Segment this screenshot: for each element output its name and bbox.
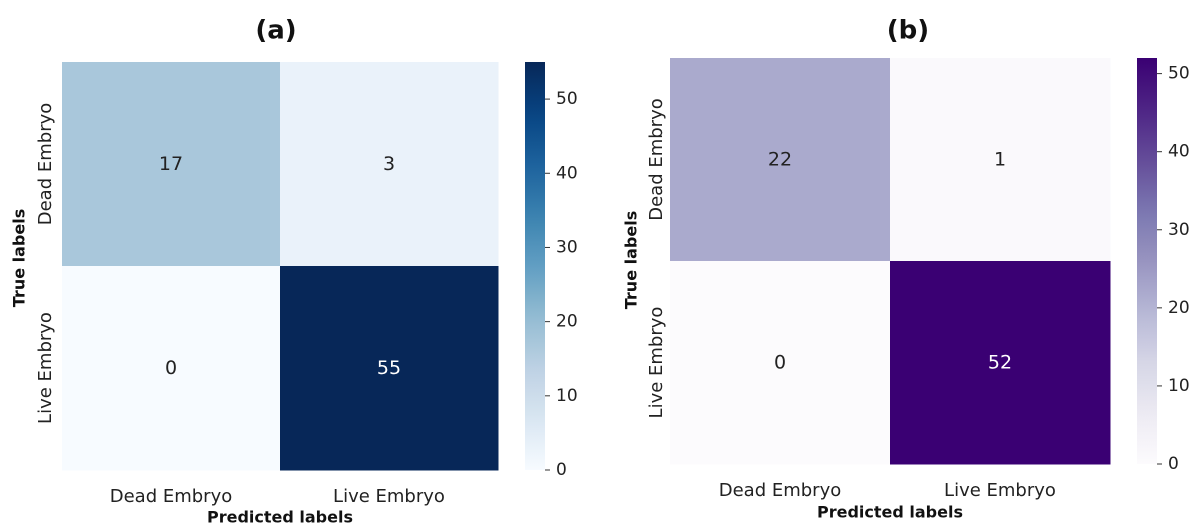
colorbar-tick-label: 10: [1168, 376, 1190, 396]
heatmap-cell: [62, 266, 281, 471]
heatmap-cell: [890, 261, 1111, 465]
colorbar-tick-label: 50: [1168, 64, 1190, 84]
panel-label: (a): [255, 16, 296, 46]
cell-value-label: 17: [159, 153, 183, 175]
heatmap-cell: [280, 62, 499, 267]
panel-label: (b): [887, 16, 929, 46]
colorbar: [525, 62, 545, 470]
colorbar-tick-label: 20: [1168, 298, 1190, 318]
colorbar-tick-label: 30: [556, 237, 578, 257]
y-tick-label: Live Embryo: [35, 312, 56, 424]
heatmap-cell: [280, 266, 499, 471]
cell-value-label: 1: [994, 149, 1006, 171]
colorbar-tick-label: 0: [1168, 454, 1179, 474]
y-tick-label: Dead Embryo: [35, 103, 56, 226]
cell-value-label: 3: [383, 153, 395, 175]
colorbar-tick-label: 40: [1168, 142, 1190, 162]
cell-value-label: 0: [774, 352, 786, 374]
x-tick-label: Live Embryo: [333, 486, 445, 507]
x-axis-title: Predicted labels: [817, 503, 963, 522]
y-axis-title: True labels: [10, 209, 29, 307]
cell-value-label: 55: [377, 357, 401, 379]
cell-value-label: 52: [988, 352, 1012, 374]
y-tick-label: Dead Embryo: [646, 98, 667, 221]
y-tick-label: Live Embryo: [646, 307, 667, 419]
heatmap-cell: [62, 62, 281, 267]
colorbar: [1137, 58, 1157, 464]
colorbar-tick-label: 10: [556, 386, 578, 406]
cell-value-label: 0: [165, 357, 177, 379]
heatmap-cell: [670, 261, 891, 465]
cell-value-label: 22: [768, 149, 792, 171]
colorbar-tick-label: 20: [556, 312, 578, 332]
x-tick-label: Dead Embryo: [719, 480, 842, 501]
colorbar-tick-label: 50: [556, 89, 578, 109]
colorbar-tick-label: 0: [556, 460, 567, 480]
y-axis-title: True labels: [622, 211, 641, 309]
heatmap-cell: [670, 58, 891, 262]
heatmap-cell: [890, 58, 1111, 262]
x-tick-label: Live Embryo: [944, 480, 1056, 501]
x-tick-label: Dead Embryo: [110, 486, 233, 507]
colorbar-tick-label: 40: [556, 163, 578, 183]
x-axis-title: Predicted labels: [207, 508, 353, 527]
colorbar-tick-label: 30: [1168, 220, 1190, 240]
